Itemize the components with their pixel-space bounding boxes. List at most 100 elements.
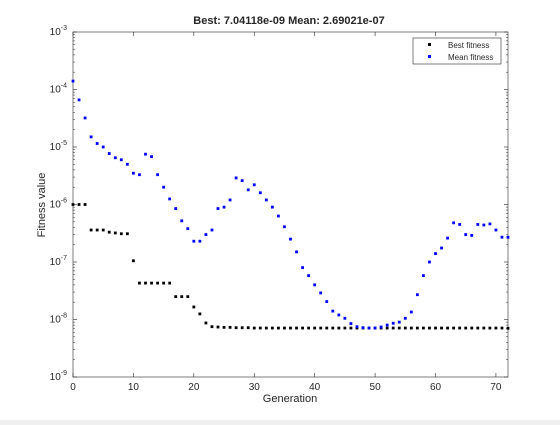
mean-fitness-point	[331, 309, 335, 313]
mean-fitness-point	[216, 207, 220, 210]
mean-fitness-point	[301, 266, 304, 269]
mean-fitness-point	[210, 228, 214, 232]
best-fitness-point	[488, 326, 492, 330]
chart-title: Best: 7.04118e-09 Mean: 2.69021e-07	[193, 15, 384, 27]
best-fitness-point	[138, 281, 141, 285]
best-fitness-point	[337, 326, 341, 330]
mean-fitness-point	[500, 235, 504, 239]
best-fitness-point	[174, 295, 178, 299]
best-fitness-point	[198, 312, 202, 316]
best-fitness-point	[506, 326, 510, 330]
best-fitness-point	[156, 281, 159, 285]
y-tick-label: 10-7	[50, 255, 67, 268]
best-fitness-point	[313, 326, 317, 330]
mean-fitness-point	[144, 152, 147, 156]
mean-fitness-point	[349, 322, 353, 325]
mean-fitness-point	[192, 239, 196, 243]
best-fitness-point	[434, 326, 437, 330]
x-axis-label: Generation	[263, 393, 317, 405]
mean-fitness-point	[125, 162, 129, 166]
best-fitness-point	[246, 326, 250, 330]
legend-marker-mean	[428, 55, 431, 58]
mean-fitness-point	[446, 236, 449, 240]
best-fitness-point	[95, 228, 99, 232]
mean-fitness-point	[313, 283, 317, 287]
mean-fitness-point	[71, 79, 75, 83]
mean-fitness-point	[385, 323, 389, 327]
best-fitness-point	[289, 326, 292, 330]
y-tick-label: 10-3	[50, 25, 67, 38]
best-fitness-point	[446, 326, 449, 330]
mean-fitness-point	[77, 98, 81, 102]
best-fitness-point	[307, 326, 311, 330]
mean-fitness-point	[367, 326, 371, 330]
best-fitness-point	[180, 295, 184, 299]
best-fitness-point	[113, 231, 117, 235]
legend-marker-best	[428, 43, 431, 46]
mean-fitness-point	[506, 235, 510, 239]
mean-fitness-point	[180, 219, 184, 223]
mean-fitness-point	[355, 325, 359, 329]
best-fitness-point	[277, 326, 280, 330]
mean-fitness-point	[295, 250, 298, 254]
best-fitness-point	[240, 326, 244, 330]
mean-fitness-point	[264, 198, 268, 202]
series-mean-fitness	[71, 79, 510, 330]
best-fitness-point	[301, 326, 304, 330]
mean-fitness-point	[234, 176, 238, 180]
best-fitness-point	[83, 203, 87, 206]
mean-fitness-point	[361, 326, 365, 330]
mean-fitness-point	[83, 116, 87, 120]
series-best-fitness	[71, 203, 510, 330]
mean-fitness-point	[428, 260, 431, 264]
best-fitness-point	[119, 232, 123, 236]
y-tick-label: 10-6	[50, 198, 67, 211]
best-fitness-point	[385, 326, 389, 330]
best-fitness-point	[144, 281, 147, 285]
mean-fitness-point	[270, 205, 274, 209]
best-fitness-point	[494, 326, 498, 330]
best-fitness-point	[295, 326, 298, 330]
mean-fitness-point	[258, 191, 262, 195]
best-fitness-point	[270, 326, 274, 330]
mean-fitness-point	[89, 135, 93, 139]
best-fitness-point	[343, 326, 347, 330]
mean-fitness-point	[403, 316, 407, 320]
mean-fitness-point	[470, 234, 474, 237]
mean-fitness-point	[150, 155, 153, 159]
best-fitness-point	[409, 326, 413, 330]
mean-fitness-point	[101, 145, 105, 149]
mean-fitness-point	[464, 233, 468, 236]
y-axis: 10-9 10-8 10-7 10-6 10-5 10-4 10-3	[50, 25, 508, 383]
mean-fitness-point	[228, 198, 232, 202]
mean-fitness-point	[240, 179, 244, 183]
best-fitness-point	[500, 326, 504, 330]
best-fitness-point	[258, 326, 262, 330]
best-fitness-point	[186, 295, 190, 299]
mean-fitness-point	[252, 183, 256, 187]
mean-fitness-point	[379, 325, 383, 329]
mean-fitness-point	[222, 205, 226, 209]
best-fitness-point	[422, 326, 425, 330]
mean-fitness-point	[119, 158, 123, 162]
mean-fitness-point	[138, 173, 141, 177]
mean-fitness-point	[283, 225, 286, 229]
mean-fitness-point	[409, 310, 413, 314]
mean-fitness-point	[113, 156, 117, 160]
mean-fitness-point	[482, 223, 486, 227]
mean-fitness-point	[186, 227, 190, 231]
mean-fitness-point	[452, 221, 456, 225]
legend-label-mean: Mean fitness	[448, 53, 493, 62]
mean-fitness-point	[415, 293, 419, 297]
best-fitness-point	[325, 326, 329, 330]
best-fitness-point	[403, 326, 407, 330]
best-fitness-point	[228, 325, 232, 329]
best-fitness-point	[77, 203, 81, 206]
legend-box	[412, 37, 502, 65]
mean-fitness-point	[343, 316, 347, 320]
best-fitness-point	[391, 326, 395, 330]
best-fitness-point	[89, 228, 93, 232]
mean-fitness-point	[440, 246, 443, 250]
best-fitness-point	[216, 325, 220, 329]
